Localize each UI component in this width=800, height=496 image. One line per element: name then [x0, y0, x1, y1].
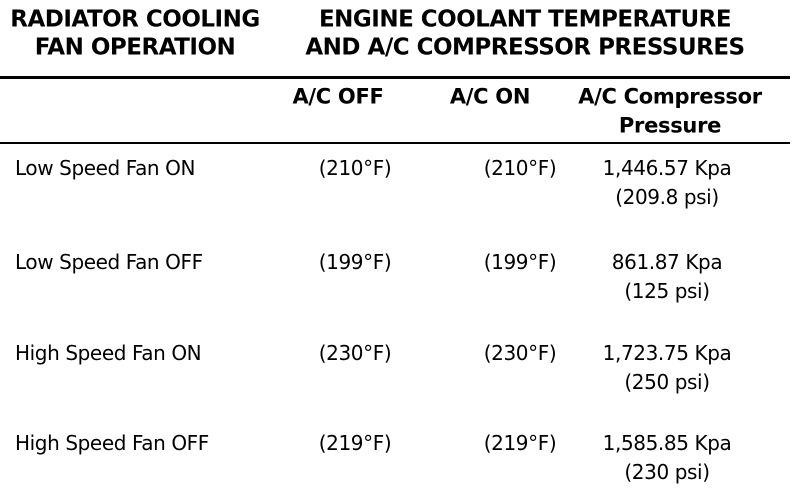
compressor-pressure: (209.8 psi) — [615, 185, 719, 209]
subheader-rule — [0, 142, 790, 144]
row-label: Low Speed Fan OFF — [15, 250, 203, 274]
column-header: A/C OFF — [292, 84, 384, 109]
header-left: FAN OPERATION — [34, 34, 236, 61]
compressor-pressure: (125 psi) — [624, 279, 710, 303]
column-header: A/C Compressor — [578, 84, 762, 109]
row-label: High Speed Fan OFF — [15, 431, 209, 455]
compressor-pressure: 1,723.75 Kpa — [602, 341, 732, 365]
row-label: Low Speed Fan ON — [15, 156, 196, 180]
compressor-pressure: 1,446.57 Kpa — [602, 156, 732, 180]
compressor-pressure: (250 psi) — [624, 370, 710, 394]
header-left: RADIATOR COOLING — [10, 6, 260, 33]
compressor-pressure: 861.87 Kpa — [611, 250, 723, 274]
column-header: Pressure — [618, 113, 722, 138]
ac-off-temp: (210°F) — [318, 156, 392, 180]
compressor-pressure: 1,585.85 Kpa — [602, 431, 732, 455]
header-right: ENGINE COOLANT TEMPERATURE — [318, 6, 732, 33]
ac-off-temp: (219°F) — [318, 431, 392, 455]
header-right: AND A/C COMPRESSOR PRESSURES — [305, 34, 745, 61]
ac-on-temp: (210°F) — [483, 156, 557, 180]
ac-on-temp: (230°F) — [483, 341, 557, 365]
header-rule — [0, 76, 790, 79]
ac-on-temp: (219°F) — [483, 431, 557, 455]
row-label: High Speed Fan ON — [15, 341, 202, 365]
ac-off-temp: (199°F) — [318, 250, 392, 274]
ac-off-temp: (230°F) — [318, 341, 392, 365]
ac-on-temp: (199°F) — [483, 250, 557, 274]
column-header: A/C ON — [449, 84, 531, 109]
compressor-pressure: (230 psi) — [624, 460, 710, 484]
